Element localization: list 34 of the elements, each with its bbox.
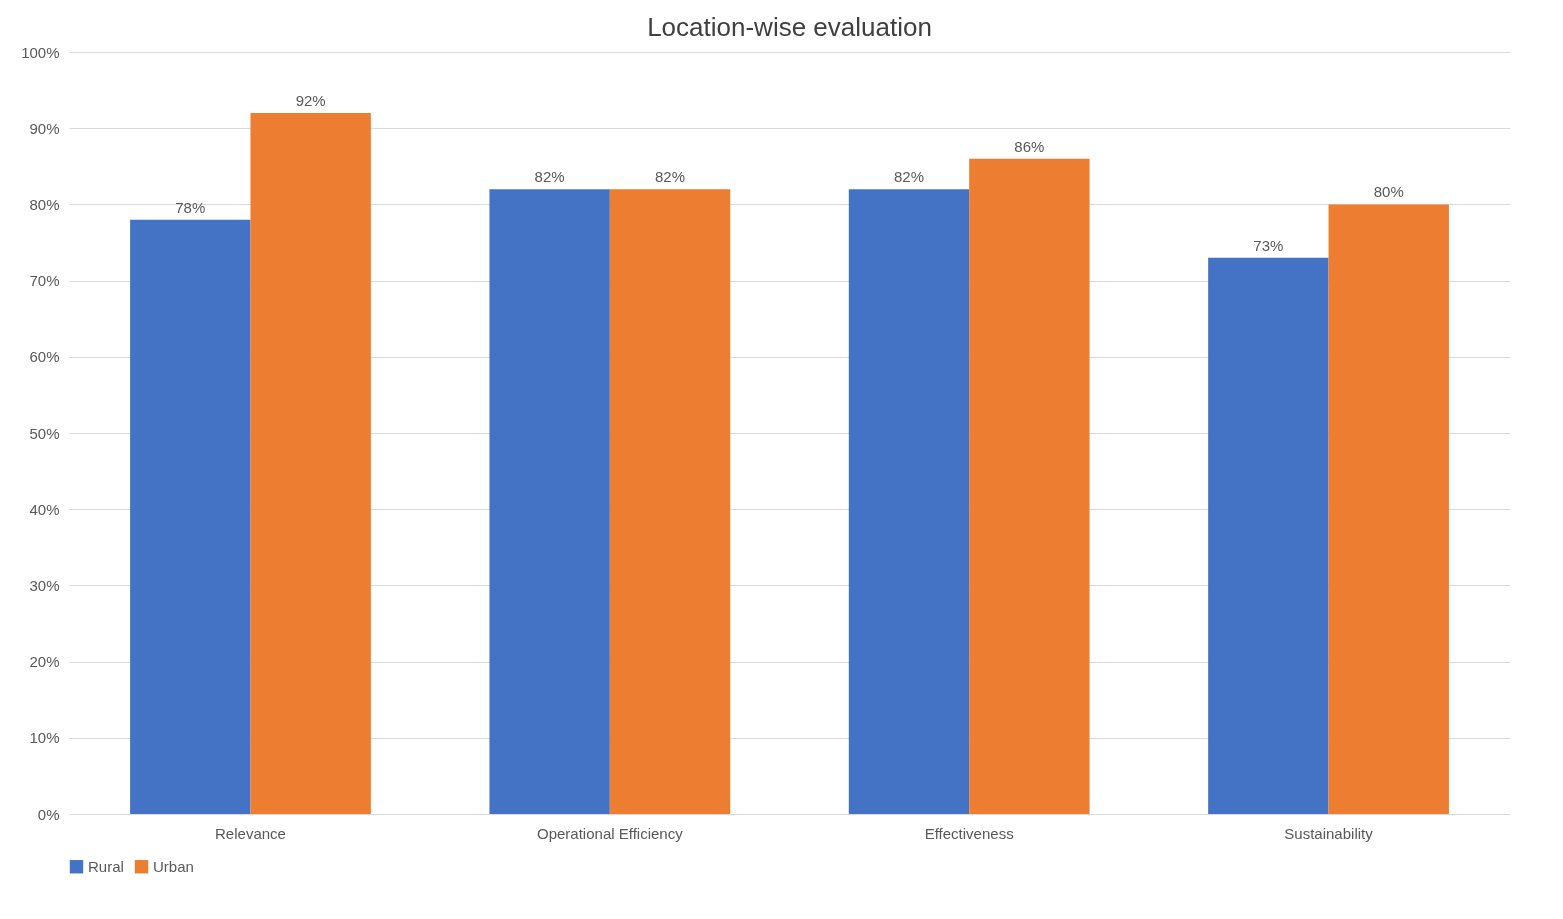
y-tick-label: 0% <box>37 805 60 823</box>
y-tick-label: 60% <box>29 348 60 366</box>
y-tick-label: 20% <box>29 653 60 671</box>
y-tick-label: 80% <box>29 195 60 213</box>
data-label: 82% <box>534 168 565 186</box>
x-tick-label: Sustainability <box>1284 824 1374 842</box>
legend-label: Rural <box>88 857 124 875</box>
data-label: 73% <box>1253 236 1284 254</box>
y-tick-label: 90% <box>29 119 60 137</box>
bar <box>969 158 1090 814</box>
bar <box>130 219 251 814</box>
y-tick-label: 30% <box>29 576 60 594</box>
data-label: 78% <box>175 198 206 216</box>
bar <box>489 189 610 814</box>
y-tick-label: 50% <box>29 424 60 442</box>
legend-label: Urban <box>153 857 194 875</box>
x-tick-label: Operational Efficiency <box>537 824 684 842</box>
data-label: 82% <box>893 168 924 186</box>
data-label: 80% <box>1373 183 1404 201</box>
bar <box>848 189 970 814</box>
bar <box>250 112 371 814</box>
chart-title: Location-wise evaluation <box>647 12 932 42</box>
bar <box>1328 204 1449 814</box>
x-tick-label: Effectiveness <box>924 824 1014 842</box>
y-tick-label: 10% <box>29 729 60 747</box>
y-tick-label: 70% <box>29 272 60 290</box>
data-label: 86% <box>1014 137 1045 155</box>
bar <box>1208 257 1329 814</box>
bar <box>609 189 731 814</box>
y-tick-label: 40% <box>29 500 60 518</box>
x-tick-label: Relevance <box>215 824 286 842</box>
y-tick-label: 100% <box>21 43 60 61</box>
data-label: 92% <box>295 91 326 109</box>
data-label: 82% <box>655 168 686 186</box>
